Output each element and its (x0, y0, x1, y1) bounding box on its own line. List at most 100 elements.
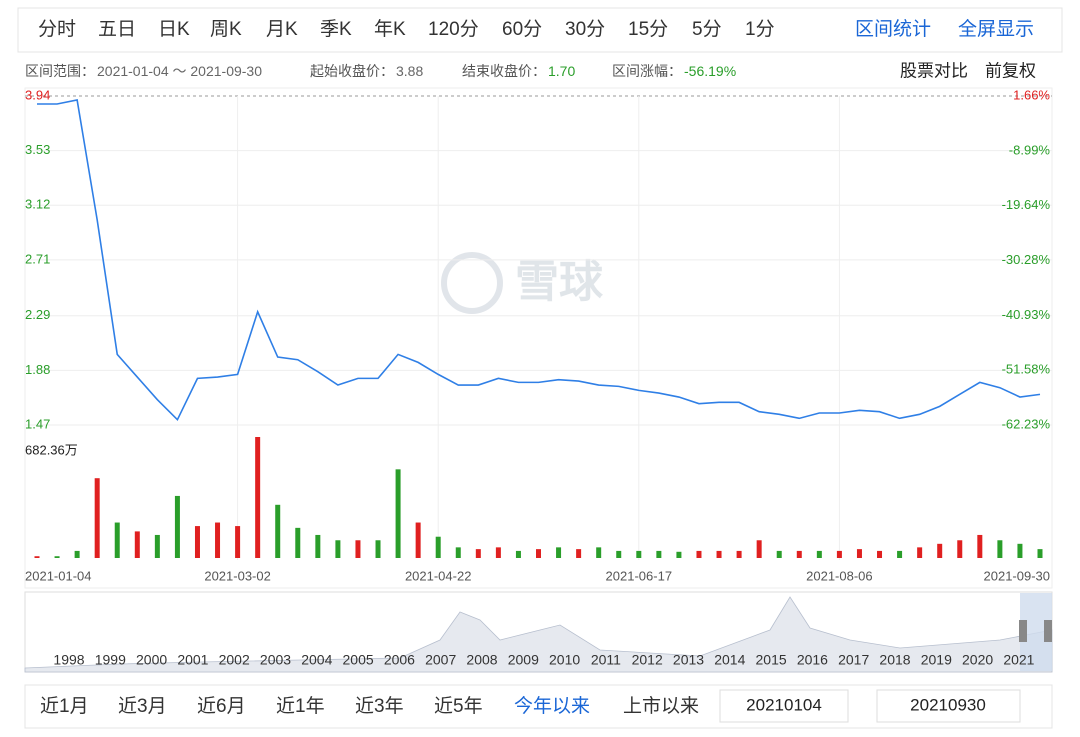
volume-bar (816, 550, 822, 558)
tab[interactable]: 15分 (628, 18, 668, 40)
navigator-year: 2004 (301, 652, 332, 668)
y-tick-label: 3.12 (25, 197, 50, 212)
info-item: 区间涨幅： -56.19% (612, 63, 736, 79)
tab[interactable]: 1分 (745, 18, 775, 40)
info-label: 区间涨幅： (612, 63, 682, 79)
x-tick-label: 2021-08-06 (806, 568, 873, 583)
range-button[interactable]: 今年以来 (514, 695, 590, 717)
volume-bar (335, 540, 341, 558)
navigator-year: 2016 (797, 652, 828, 668)
y2-tick-label: -51.58% (1002, 362, 1051, 377)
info-label: 起始收盘价： (310, 63, 394, 79)
navigator-year: 2012 (632, 652, 663, 668)
navigator-year: 2015 (756, 652, 787, 668)
date-input-box[interactable] (719, 689, 849, 723)
y-tick-label: 1.47 (25, 416, 50, 431)
range-button[interactable]: 上市以来 (623, 695, 699, 717)
tool-link[interactable]: 全屏显示 (958, 18, 1034, 40)
navigator-year: 2017 (838, 652, 869, 668)
tab[interactable]: 30分 (565, 18, 605, 40)
navigator-handle[interactable] (1044, 620, 1052, 642)
volume-bar (616, 550, 622, 558)
tab[interactable]: 60分 (502, 18, 542, 40)
range-button[interactable]: 近3年 (355, 695, 404, 717)
chart-frame (24, 87, 1053, 589)
tab[interactable]: 五日 (98, 19, 136, 40)
y2-tick-label: 1.66% (1013, 87, 1050, 102)
volume-bar (957, 540, 963, 558)
tab[interactable]: 月K (266, 19, 298, 40)
tab[interactable]: 5分 (692, 18, 722, 40)
volume-bar (194, 526, 200, 558)
volume-bar (94, 478, 100, 558)
volume-bar (34, 556, 40, 558)
volume-bar (154, 534, 160, 558)
tool-link[interactable]: 区间统计 (855, 18, 931, 40)
volume-bar (977, 534, 983, 558)
info-value: -56.19% (684, 63, 736, 79)
volume-bar (937, 543, 943, 558)
tab[interactable]: 分时 (38, 18, 76, 40)
tab[interactable]: 年K (374, 18, 406, 40)
navigator-year: 2008 (466, 652, 497, 668)
volume-bar (536, 549, 541, 558)
volume-bar (1017, 543, 1023, 558)
info-label: 区间范围： (25, 63, 95, 79)
volume-bar (917, 547, 923, 558)
range-button[interactable]: 近3月 (118, 695, 167, 717)
volume-bar (215, 522, 221, 558)
y2-tick-label: -30.28% (1002, 252, 1051, 267)
range-button[interactable]: 近6月 (197, 695, 246, 717)
navigator-year: 2014 (714, 652, 745, 668)
volume-bar (836, 550, 842, 558)
tab[interactable]: 日K (158, 19, 190, 40)
volume-bar (556, 547, 562, 558)
volume-bar (415, 522, 421, 558)
volume-bar (716, 550, 722, 558)
navigator-year: 2020 (962, 652, 993, 668)
info-item: 区间范围： 2021-01-04 ～ 2021-09-30 (25, 63, 262, 79)
range-button[interactable]: 近1月 (40, 695, 89, 717)
date-input[interactable]: 20210104 (746, 695, 822, 714)
navigator-year: 2013 (673, 652, 704, 668)
volume-bar (395, 469, 401, 558)
date-input-box[interactable] (876, 689, 1021, 723)
navigator-year: 1998 (53, 652, 84, 668)
range-button[interactable]: 近5年 (434, 695, 483, 717)
volume-bar (576, 549, 582, 558)
volume-bar (114, 522, 120, 558)
range-bar-frame (24, 684, 1053, 729)
info-label: 结束收盘价： (462, 63, 546, 79)
toolbar-frame (17, 7, 1063, 53)
range-button[interactable]: 近1年 (276, 695, 325, 717)
watermark-text: 雪球 (515, 258, 604, 307)
navigator-handle[interactable] (1019, 620, 1027, 642)
y-tick-label: 1.88 (25, 362, 50, 377)
option-link[interactable]: 股票对比 (900, 61, 968, 80)
navigator-year: 2018 (879, 652, 910, 668)
option-link[interactable]: 前复权 (985, 61, 1036, 80)
y2-tick-label: -40.93% (1002, 307, 1051, 322)
y2-tick-label: -19.64% (1002, 197, 1051, 212)
info-item: 结束收盘价： 1.70 (462, 63, 575, 79)
tab[interactable]: 季K (320, 18, 352, 40)
volume-bar (997, 540, 1003, 558)
date-input[interactable]: 20210930 (910, 695, 986, 714)
y2-tick-label: -8.99% (1009, 142, 1051, 157)
volume-tick-label: 682.36万 (25, 442, 78, 457)
navigator-year: 2011 (591, 652, 621, 668)
volume-bar (355, 540, 361, 558)
volume-bar (455, 547, 461, 558)
tab[interactable]: 周K (210, 19, 242, 40)
info-value: 2021-01-04 ～ 2021-09-30 (97, 63, 262, 79)
x-tick-label: 2021-09-30 (984, 568, 1051, 583)
navigator-year: 2003 (260, 652, 291, 668)
volume-bar (676, 551, 682, 558)
volume-bar (856, 549, 862, 558)
tab[interactable]: 120分 (428, 18, 479, 40)
navigator-year: 2009 (508, 652, 539, 668)
y-tick-label: 2.29 (25, 307, 50, 322)
navigator-year: 2007 (425, 652, 456, 668)
volume-bar (756, 540, 762, 558)
volume-bar (696, 550, 702, 558)
